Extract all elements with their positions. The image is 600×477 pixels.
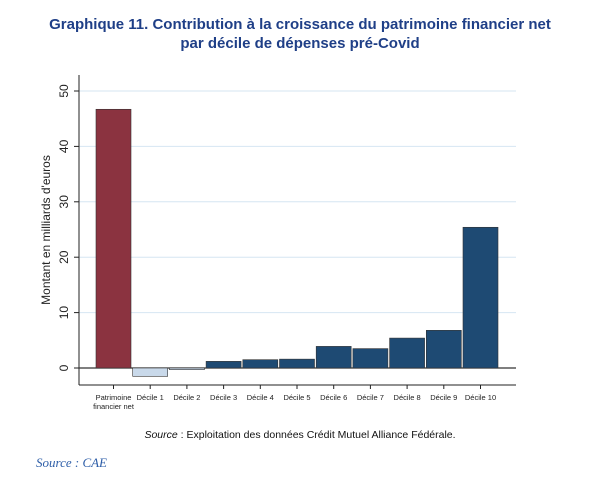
x-tick-label-line: Décile 1 [137,393,164,402]
x-tick-label-5: Décile 5 [283,393,310,402]
bar-9 [425,330,462,369]
chart-title-line2: par décile de dépenses pré-Covid [180,35,420,52]
bar-3 [205,361,242,369]
x-tick-label-line: Patrimoine [96,393,132,402]
bar-5 [279,358,315,369]
bar-0 [95,108,132,369]
bar-chart: 0 10 20 30 40 50 Montant en milliards d'euros P… [39,74,517,411]
x-tick-label-line: financier net [93,402,135,411]
bar-7 [352,348,389,369]
y-axis-title: Montant en milliards d'euros [39,155,53,305]
x-tick-label-3: Décile 3 [210,393,237,402]
x-tick-label-line: Décile 7 [357,393,384,402]
x-tick-label-line: Décile 5 [283,393,310,402]
x-tick-label-line: Décile 6 [320,393,347,402]
bar-1 [132,367,168,377]
x-tick-label-6: Décile 6 [320,393,347,402]
y-tick-label-50: 50 [57,84,71,98]
bar-6 [315,346,352,369]
x-tick-label-4: Décile 4 [247,393,274,402]
chart-title-line1: Graphique 11. Contribution à la croissan… [49,16,551,33]
bar-2 [169,367,205,370]
y-tick-label-10: 10 [57,306,71,320]
x-tick-label-8: Décile 8 [394,393,421,402]
x-tick-label-line: Décile 3 [210,393,237,402]
x-tick-label-9: Décile 9 [430,393,457,402]
y-tick-label-30: 30 [57,195,71,209]
y-tick-label-40: 40 [57,139,71,153]
x-tick-label-1: Décile 1 [137,393,164,402]
x-tick-label-line: Décile 8 [394,393,421,402]
x-tick-label-line: Décile 2 [173,393,200,402]
y-tick-label-20: 20 [57,250,71,264]
x-tick-label-line: Décile 9 [430,393,457,402]
bar-4 [242,359,279,369]
x-tick-label-line: Décile 10 [465,393,496,402]
x-tick-label-10: Décile 10 [465,393,496,402]
x-tick-label-7: Décile 7 [357,393,384,402]
note-label: Source [144,429,178,441]
x-tick-label-line: Décile 4 [247,393,274,402]
source-credit: Source : CAE [36,455,107,470]
bar-10 [462,226,499,369]
note-text: : Exploitation des données Crédit Mutuel… [177,429,456,441]
x-tick-label-2: Décile 2 [173,393,200,402]
data-note: Source : Exploitation des données Crédit… [0,429,600,441]
bar-8 [389,337,425,369]
x-tick-label-0: Patrimoine financier net [93,393,135,411]
y-tick-label-0: 0 [57,364,71,371]
